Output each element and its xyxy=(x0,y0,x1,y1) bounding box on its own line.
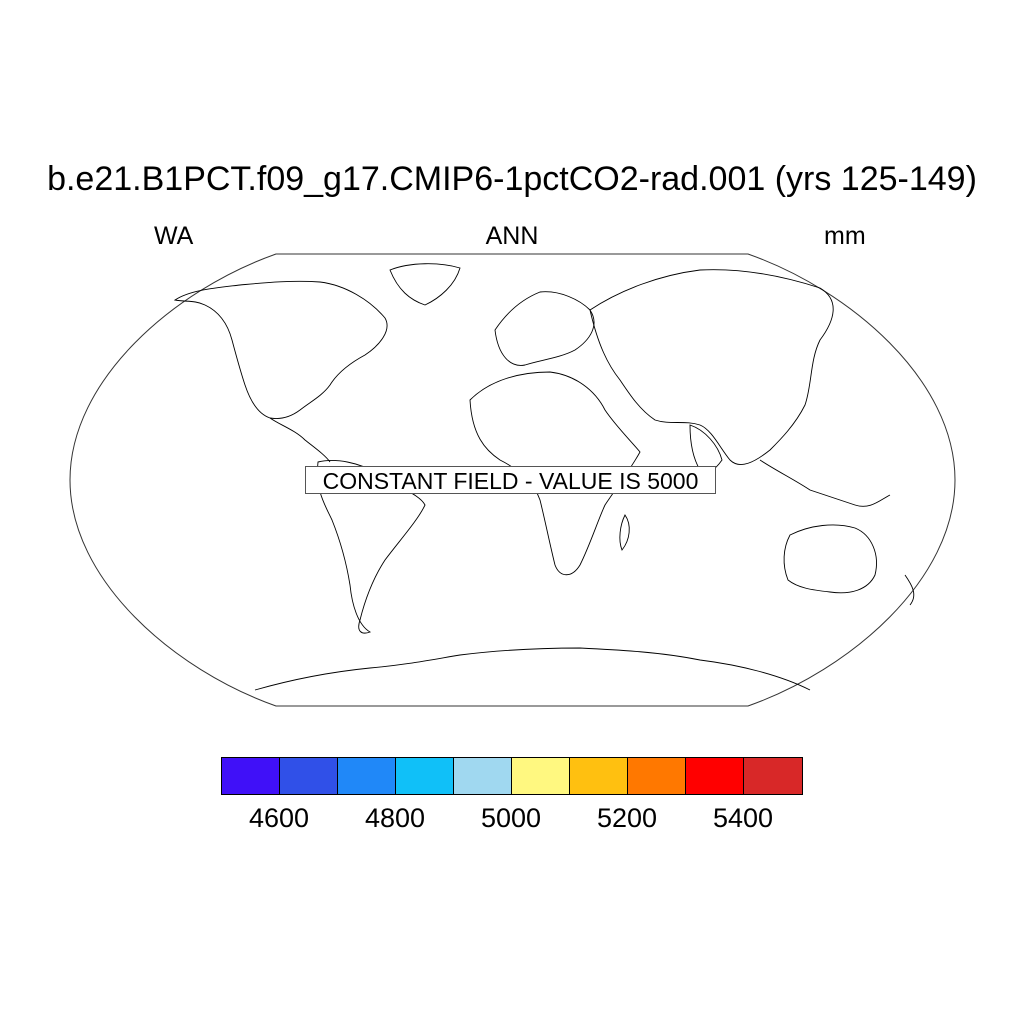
antarctica-coast xyxy=(254,647,811,691)
colorbar-tick-label: 4800 xyxy=(364,803,426,833)
asia-coast xyxy=(589,269,834,465)
colorbar-swatch xyxy=(222,758,280,794)
colorbar-swatch xyxy=(396,758,454,794)
colorbar-tick-label: 5400 xyxy=(712,803,774,833)
colorbar-tick-label: 5000 xyxy=(480,803,542,833)
southeast-asia-coast xyxy=(759,459,891,507)
colorbar-swatch xyxy=(454,758,512,794)
plot-title: b.e21.B1PCT.f09_g17.CMIP6-1pctCO2-rad.00… xyxy=(47,160,977,198)
colorbar-swatch xyxy=(628,758,686,794)
colorbar-swatch xyxy=(744,758,802,794)
india-coast xyxy=(689,424,723,473)
coastlines xyxy=(173,263,915,691)
season-label: ANN xyxy=(485,222,539,250)
greenland-coast xyxy=(389,263,461,306)
map-outline xyxy=(69,253,956,707)
europe-coast xyxy=(494,291,595,366)
colorbar-swatch xyxy=(512,758,570,794)
colorbar-tick-label: 5200 xyxy=(596,803,658,833)
australia-coast xyxy=(783,524,877,594)
colorbar-swatch xyxy=(338,758,396,794)
new-zealand-coast xyxy=(904,574,915,606)
north-america-coast xyxy=(173,280,388,419)
central-america-coast xyxy=(269,417,331,463)
colorbar-swatch xyxy=(686,758,744,794)
constant-field-notice: CONSTANT FIELD - VALUE IS 5000 xyxy=(305,466,716,494)
colorbar-swatch xyxy=(570,758,628,794)
variable-label: WA xyxy=(154,222,194,250)
madagascar-coast xyxy=(619,514,630,551)
colorbar xyxy=(221,757,803,795)
units-label: mm xyxy=(824,222,866,250)
colorbar-tick-label: 4600 xyxy=(248,803,310,833)
colorbar-swatch xyxy=(280,758,338,794)
